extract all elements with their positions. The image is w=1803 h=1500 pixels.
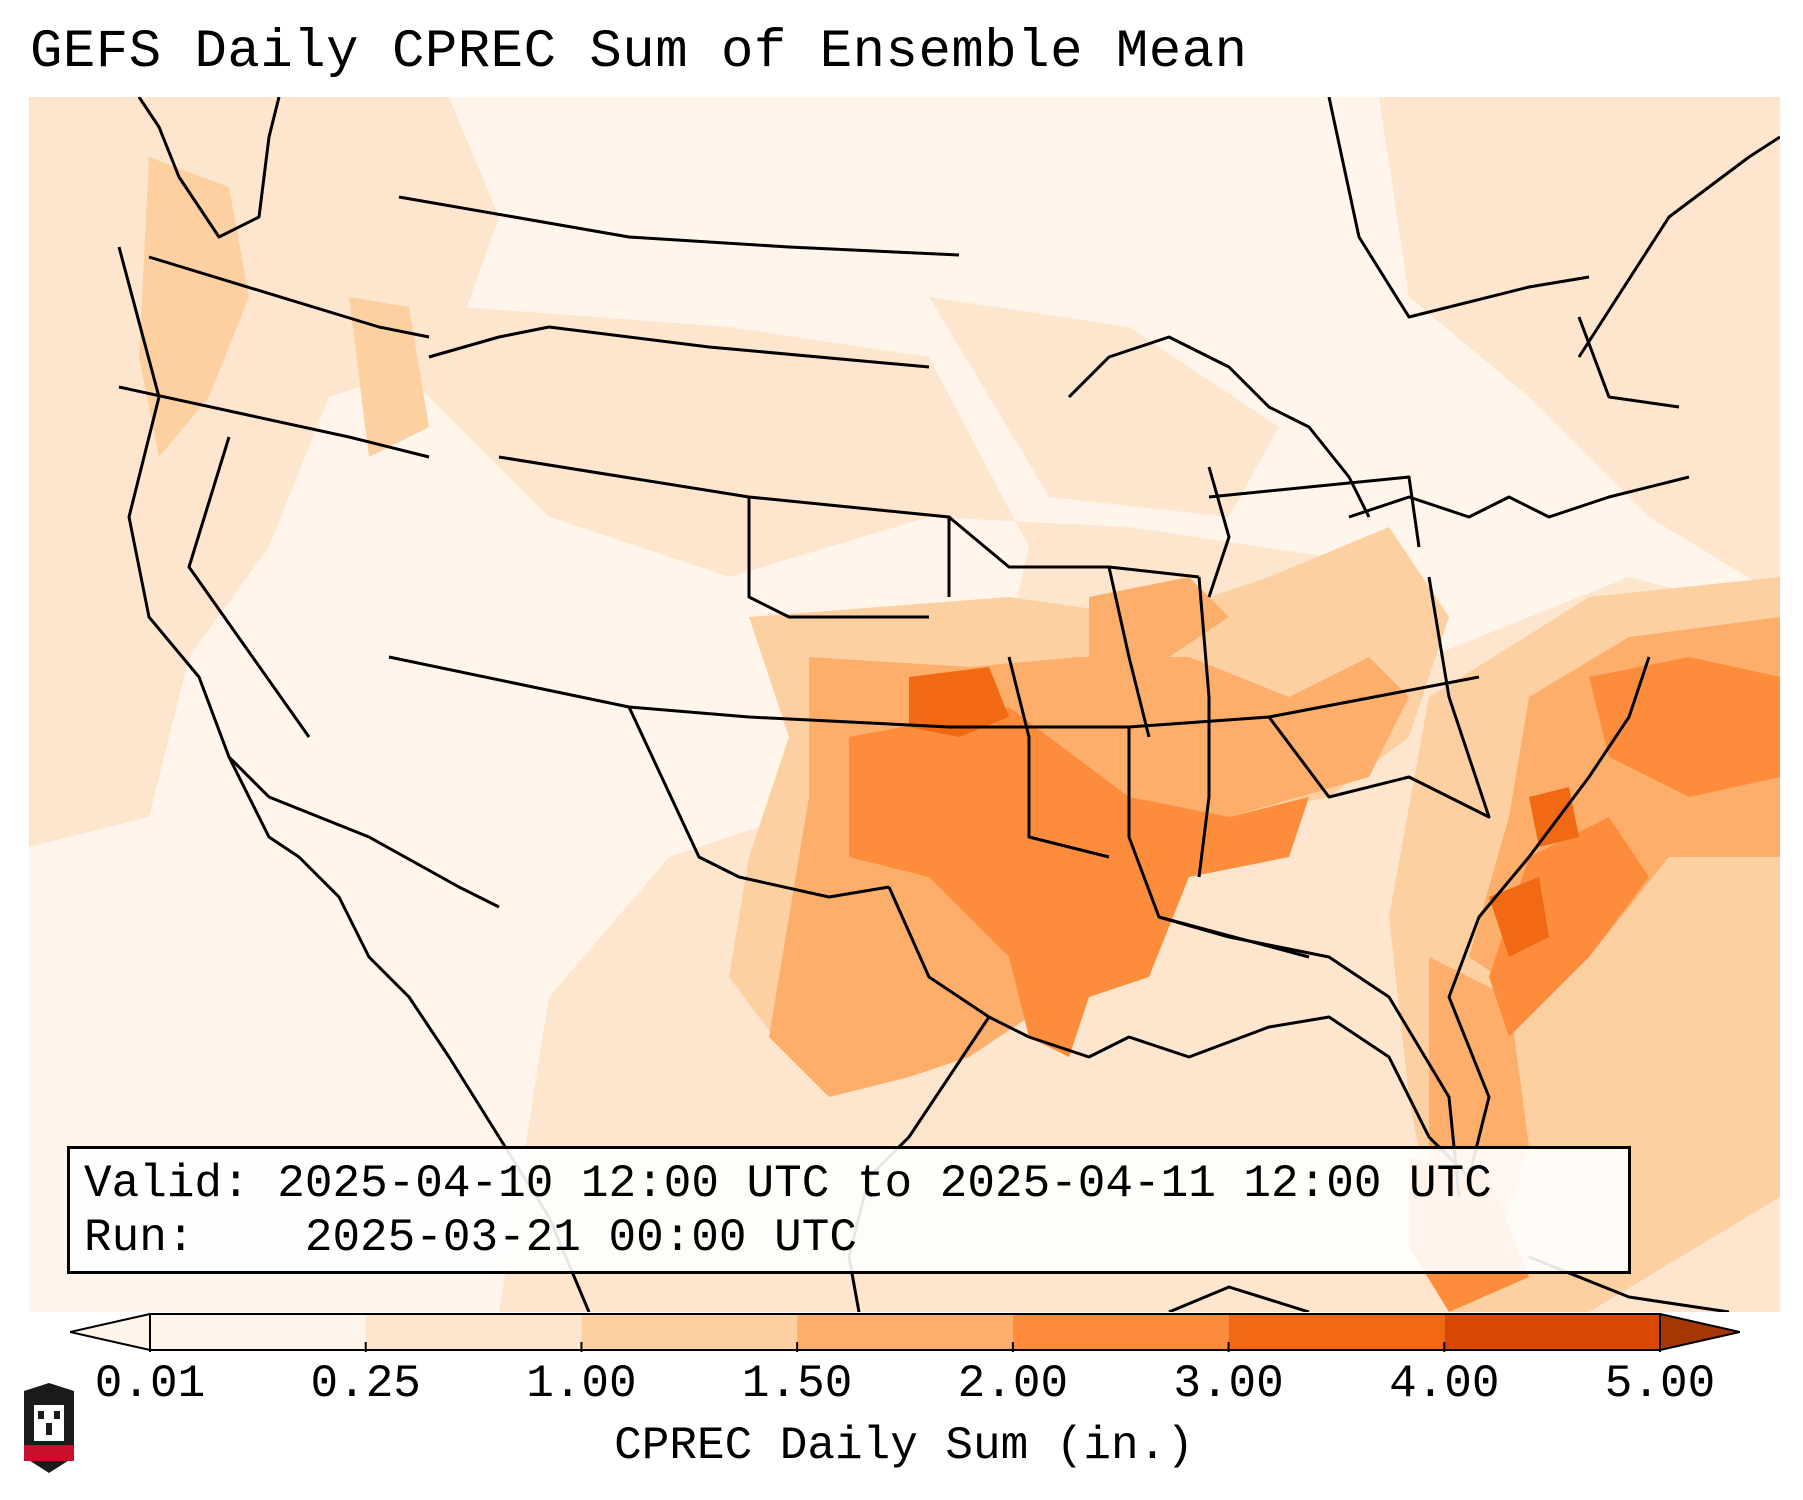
colorbar-extend-min bbox=[69, 1312, 151, 1352]
colorbar-tick-label: 5.00 bbox=[1604, 1358, 1716, 1410]
colorbar-bin bbox=[1012, 1314, 1229, 1350]
colorbar-tick-label: 2.00 bbox=[957, 1358, 1069, 1410]
colorbar-bin bbox=[150, 1314, 366, 1350]
colorbar-bin bbox=[365, 1314, 582, 1350]
precipitation-map bbox=[29, 97, 1780, 1312]
colorbar-tick-label: 0.25 bbox=[310, 1358, 421, 1410]
valid-value: 2025-04-10 12:00 UTC to 2025-04-11 12:00… bbox=[277, 1158, 1492, 1210]
colorbar-outline bbox=[149, 1313, 1661, 1351]
colorbar-label: CPREC Daily Sum (in.) bbox=[614, 1420, 1194, 1472]
precip-shading-max bbox=[909, 667, 1579, 957]
colorbar-bin bbox=[1228, 1314, 1445, 1350]
logo-band bbox=[24, 1445, 74, 1461]
colorbar-extend-max bbox=[1659, 1312, 1741, 1352]
niu-logo bbox=[20, 1383, 78, 1481]
colorbar-bin bbox=[1444, 1314, 1660, 1350]
map-title: GEFS Daily CPREC Sum of Ensemble Mean bbox=[30, 22, 1248, 83]
colorbar-tick-label: 0.01 bbox=[94, 1358, 206, 1410]
run-label: Run: bbox=[84, 1212, 195, 1264]
colorbar-tick-label: 1.00 bbox=[526, 1358, 637, 1410]
colorbar-tick-label: 1.50 bbox=[741, 1358, 853, 1410]
colorbar-tick-label: 3.00 bbox=[1173, 1358, 1284, 1410]
colorbar-tick-label: 4.00 bbox=[1389, 1358, 1500, 1410]
colorbar-bin bbox=[797, 1314, 1013, 1350]
valid-label: Valid: bbox=[84, 1158, 250, 1210]
colorbar-bin bbox=[581, 1314, 798, 1350]
colorbar bbox=[69, 1312, 1741, 1352]
valid-run-info-box: Valid: 2025-04-10 12:00 UTC to 2025-04-1… bbox=[67, 1146, 1631, 1274]
run-value: 2025-03-21 00:00 UTC bbox=[304, 1212, 857, 1264]
state-boundaries bbox=[117, 97, 1680, 1198]
